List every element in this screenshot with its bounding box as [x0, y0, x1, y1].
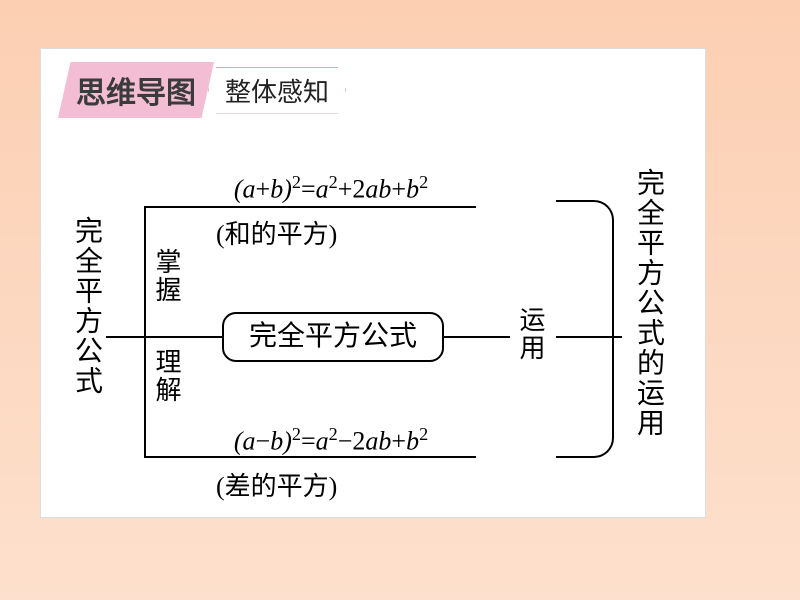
rounded-connector — [556, 200, 614, 458]
mindmap-diagram: 完全平方公式 掌握 理解 (a+b)2=a2+2ab+b2 (和的平方) (a−… — [0, 0, 800, 600]
branch-bottom-label: 理解 — [148, 348, 185, 404]
connector-label: 运用 — [512, 306, 549, 362]
line-mid-to-center — [146, 336, 222, 338]
branch-top-label: 掌握 — [148, 248, 185, 304]
line-upper-vert — [144, 206, 146, 338]
formula-bottom: (a−b)2=a2−2ab+b2 — [186, 424, 476, 457]
formula-bottom-caption: (差的平方) — [216, 466, 337, 503]
center-node: 完全平方公式 — [222, 312, 444, 362]
line-left-stem — [106, 336, 146, 338]
formula-top: (a+b)2=a2+2ab+b2 — [186, 172, 476, 205]
formula-top-caption: (和的平方) — [216, 214, 337, 251]
center-node-label: 完全平方公式 — [249, 321, 417, 352]
left-root-label: 完全平方公式 — [66, 216, 106, 396]
line-upper-horiz — [144, 206, 476, 208]
line-lower-vert — [144, 336, 146, 458]
right-leaf-label: 完全平方公式的运用 — [628, 168, 668, 438]
page-background: 思维导图 整体感知 完全平方公式 掌握 理解 (a+b)2=a2+2ab+b2 … — [0, 0, 800, 600]
line-center-to-conn — [444, 336, 510, 338]
